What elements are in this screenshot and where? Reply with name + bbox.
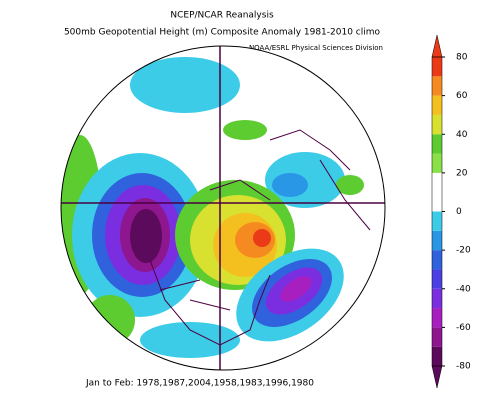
colorbar-tick-label: -20: [456, 246, 471, 256]
colorbar-band: [432, 134, 442, 154]
colorbar-band: [432, 230, 442, 251]
colorbar-band: [432, 211, 442, 231]
map-boundary: [60, 45, 386, 371]
colorbar-band: [432, 308, 442, 328]
colorbar-band: [432, 269, 442, 289]
colorbar-tick-label: -60: [456, 323, 471, 333]
footer: Jan to Feb: 1978,1987,2004,1958,1983,199…: [85, 379, 314, 389]
colorbar-band: [432, 76, 442, 96]
colorbar-band: [432, 250, 442, 270]
field-blob: [336, 175, 364, 195]
field-blob: [85, 295, 135, 345]
colorbar-tick-label: -40: [456, 284, 471, 294]
credit: NOAA/ESRL Physical Sciences Division: [249, 44, 383, 52]
colorbar-band: [432, 153, 442, 173]
colorbar-band: [432, 192, 442, 212]
colorbar-tick-label: 40: [456, 130, 468, 140]
field-blob: [272, 173, 308, 197]
colorbar-tick-label: 20: [456, 168, 468, 178]
colorbar-band: [432, 114, 442, 135]
field-blob: [253, 229, 271, 247]
colorbar-band: [432, 95, 442, 115]
colorbar-tick-label: 60: [456, 91, 468, 101]
colorbar-tick-label: 0: [456, 207, 462, 217]
colorbar-band: [432, 57, 442, 77]
field-blob: [130, 209, 162, 263]
subtitle: 500mb Geopotential Height (m) Composite …: [64, 28, 381, 38]
colorbar-band: [432, 288, 442, 309]
field-blob: [223, 120, 267, 140]
field-blob: [140, 322, 240, 358]
map-field: [61, 46, 385, 370]
colorbar-band: [432, 346, 442, 366]
colorbar-arrow-bottom: [431, 365, 443, 389]
title: NCEP/NCAR Reanalysis: [170, 11, 274, 21]
field-blob: [130, 57, 240, 113]
field-blob: [280, 276, 312, 302]
colorbar-band: [432, 172, 442, 193]
colorbar-band: [432, 327, 442, 347]
colorbar-tick-label: -80: [456, 362, 471, 372]
colorbar-arrow-top: [431, 34, 443, 58]
colorbar-tick-label: 80: [456, 53, 468, 63]
